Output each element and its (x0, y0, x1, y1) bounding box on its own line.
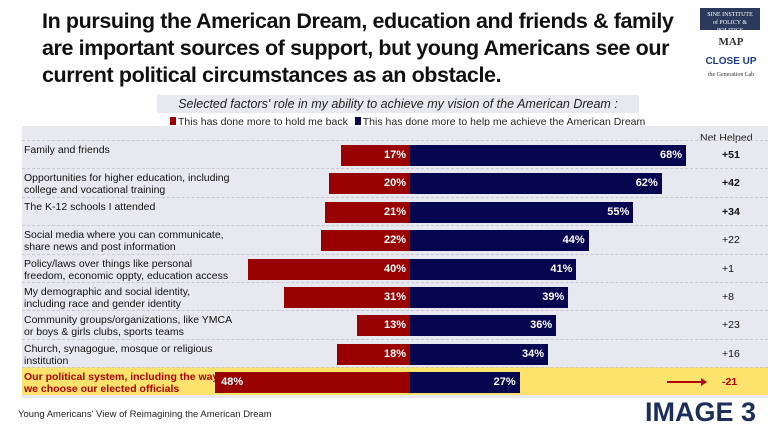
map-logo: MAP (718, 36, 744, 48)
data-label: 41 (550, 262, 563, 275)
bar-helped: 39% (410, 287, 569, 308)
legend-swatch-held-back (170, 117, 176, 125)
data-label: 34 (522, 347, 535, 360)
bar-held-back: 40% (247, 258, 410, 280)
bar-held-back: 18% (336, 343, 410, 365)
data-label: 40 (383, 262, 397, 275)
data-label: 18 (383, 347, 397, 360)
chart-row: Policy/laws over things like personal fr… (22, 253, 768, 282)
legend-label: This has done more to help me achieve th… (362, 116, 646, 128)
data-label: 48 (221, 376, 234, 389)
chart-row: Family and friends 17% 68% +51 (22, 140, 768, 168)
category-label: Community groups/organizations, like YMC… (24, 314, 232, 339)
data-label: 44 (562, 234, 575, 247)
net-helped-value: +8 (722, 291, 734, 303)
data-label: 21 (383, 205, 397, 218)
chart-title: Selected factors' role in my ability to … (157, 95, 639, 113)
generation-lab-logo: the Generation Lab (707, 72, 755, 78)
bar-held-back: 22% (320, 230, 410, 252)
bar-held-back: 31% (284, 287, 410, 308)
category-label: Opportunities for higher education, incl… (24, 172, 230, 197)
category-label: My demographic and social identity, incl… (24, 286, 191, 310)
bar-held-back: 20% (328, 173, 410, 195)
bar-helped: 68% (410, 145, 687, 166)
bar-held-back: 48% (215, 372, 410, 394)
net-helped-value: +51 (722, 149, 740, 161)
net-helped-value: +1 (722, 262, 734, 275)
close-up-logo: CLOSE UP (705, 56, 757, 67)
bar-helped: 55% (410, 201, 634, 223)
chart-row: Social media where you can communicate, … (22, 225, 768, 253)
chart-row: The K-12 schools I attended 21% 55% +34 (22, 196, 768, 225)
data-label: 68 (660, 149, 673, 161)
footer-text: Young Americans' View of Reimagining the… (18, 409, 272, 420)
data-label: 20 (383, 177, 397, 190)
legend-swatch-helped (354, 117, 361, 125)
data-label: 39 (542, 291, 555, 303)
chart-row: Opportunities for higher education, incl… (22, 168, 768, 196)
arrow-right-icon (667, 378, 707, 387)
category-label: Policy/laws over things like personal fr… (24, 257, 229, 282)
data-label: 55 (607, 205, 620, 218)
data-label: 62 (635, 177, 648, 190)
legend: This has done more to hold me back This … (170, 116, 645, 128)
category-label: Our political system, including the way … (24, 371, 219, 396)
sine-institute-logo: SINE INSTITUTE of POLICY & POLITICS (700, 8, 760, 34)
net-helped-value: +42 (722, 177, 740, 190)
category-label: Church, synagogue, mosque or religious i… (24, 342, 213, 367)
data-label: 36 (530, 319, 543, 332)
data-label: 31 (383, 291, 397, 303)
chart-row: Church, synagogue, mosque or religious i… (22, 338, 768, 367)
category-label: Social media where you can communicate, … (24, 229, 224, 254)
chart-row: Our political system, including the way … (22, 367, 768, 396)
bar-helped: 34% (410, 343, 549, 365)
legend-label: This has done more to hold me back (178, 116, 348, 128)
chart-row: Community groups/organizations, like YMC… (22, 310, 768, 338)
category-label: The K-12 schools I attended (24, 200, 156, 213)
bar-held-back: 13% (357, 315, 410, 337)
net-helped-value: +22 (722, 234, 740, 247)
bar-helped: 27% (410, 372, 520, 394)
bar-held-back: 17% (340, 145, 410, 166)
net-helped-value: -21 (722, 376, 738, 389)
data-label: 22 (383, 234, 397, 247)
chart-row: My demographic and social identity, incl… (22, 282, 768, 310)
net-helped-value: +34 (722, 205, 740, 218)
bar-helped: 44% (410, 230, 589, 252)
category-label: Family and friends (24, 144, 110, 156)
bar-helped: 36% (410, 315, 557, 337)
data-label: 13 (383, 319, 397, 332)
page-title: In pursuing the American Dream, educatio… (42, 9, 674, 87)
image-badge: IMAGE 3 (644, 397, 756, 427)
net-helped-value: +16 (722, 347, 740, 360)
bar-helped: 41% (410, 258, 577, 280)
net-helped-value: +23 (722, 319, 740, 332)
net-helped-header: Net Helped (700, 132, 753, 144)
bar-held-back: 21% (324, 201, 410, 223)
data-label: 17 (383, 149, 397, 161)
bar-helped: 62% (410, 173, 662, 195)
data-label: 27 (493, 376, 506, 389)
